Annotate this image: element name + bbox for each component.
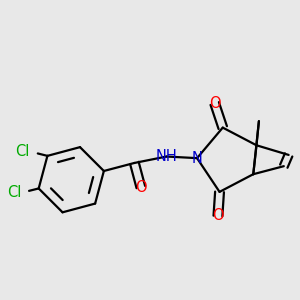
Text: O: O [212,208,224,224]
Text: Cl: Cl [15,144,30,159]
Text: Cl: Cl [7,185,21,200]
Text: N: N [192,151,203,166]
Text: O: O [135,180,147,195]
Text: NH: NH [156,149,177,164]
Text: O: O [209,96,220,111]
